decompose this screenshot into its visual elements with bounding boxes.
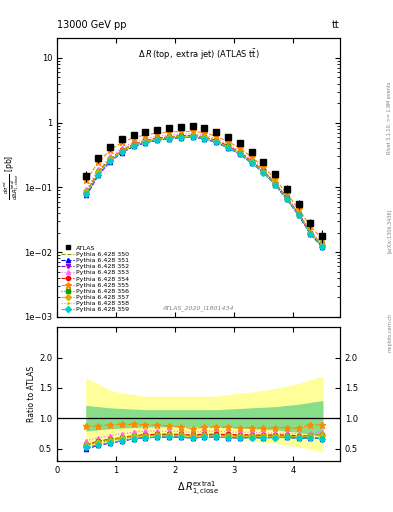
Text: Rivet 3.1.10, >= 1.9M events: Rivet 3.1.10, >= 1.9M events xyxy=(387,81,392,154)
Text: $\Delta\,R\,\mathrm{(top,\;extra\;jet)\;(ATLAS\;t\bar{t})}$: $\Delta\,R\,\mathrm{(top,\;extra\;jet)\;… xyxy=(138,47,259,61)
X-axis label: $\Delta\,R_{1,\mathrm{close}}^{\mathrm{extra1}}$: $\Delta\,R_{1,\mathrm{close}}^{\mathrm{e… xyxy=(177,480,220,498)
Y-axis label: Ratio to ATLAS: Ratio to ATLAS xyxy=(27,366,36,422)
Text: tt: tt xyxy=(332,19,340,30)
Legend: ATLAS, Pythia 6.428 350, Pythia 6.428 351, Pythia 6.428 352, Pythia 6.428 353, P: ATLAS, Pythia 6.428 350, Pythia 6.428 35… xyxy=(60,244,131,314)
Text: mcplots.cern.ch: mcplots.cern.ch xyxy=(387,313,392,352)
Y-axis label: $\frac{d\sigma^{nd}}{d\Delta R_{1,\mathrm{close}}^{\mathrm{total}}}$ [pb]: $\frac{d\sigma^{nd}}{d\Delta R_{1,\mathr… xyxy=(2,155,21,200)
Text: 13000 GeV pp: 13000 GeV pp xyxy=(57,19,127,30)
Text: ATLAS_2020_I1801434: ATLAS_2020_I1801434 xyxy=(163,306,234,311)
Text: [arXiv:1306.3436]: [arXiv:1306.3436] xyxy=(387,208,392,252)
